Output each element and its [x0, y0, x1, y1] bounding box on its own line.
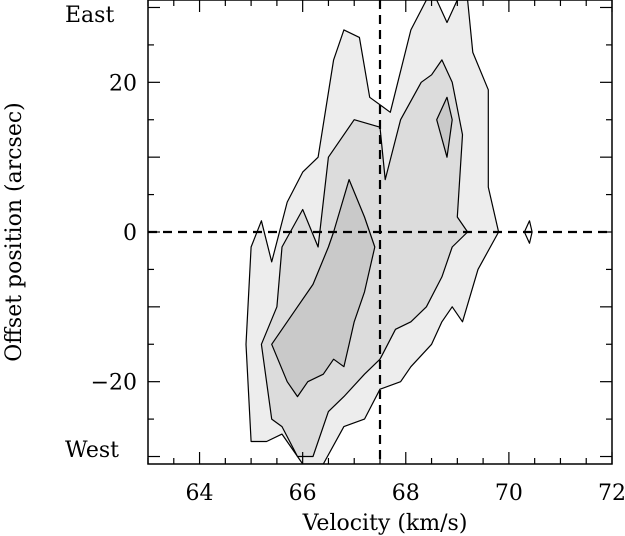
x-tick-label: 68: [392, 481, 420, 506]
contour-layer: [245, 0, 533, 464]
reference-lines: [148, 0, 612, 464]
x-tick-label: 64: [186, 481, 214, 506]
tick-labels: 64 66 68 70 72 −20 0 20: [91, 71, 625, 506]
contour-level-3: [271, 179, 376, 398]
x-tick-label: 70: [495, 481, 523, 506]
annotation-west: West: [65, 438, 119, 463]
y-tick-label: 0: [123, 221, 137, 246]
y-tick-label: −20: [91, 371, 137, 396]
y-tick-label: 20: [109, 71, 137, 96]
x-tick-label: 72: [598, 481, 625, 506]
axis-ticks: [147, 0, 613, 464]
x-axis-label: Velocity (km/s): [302, 511, 468, 536]
contour-level-4: [436, 96, 453, 158]
annotations: East West: [65, 3, 119, 463]
x-tick-label: 66: [289, 481, 317, 506]
annotation-east: East: [65, 3, 114, 28]
y-axis-label: Offset position (arcsec): [2, 102, 27, 362]
